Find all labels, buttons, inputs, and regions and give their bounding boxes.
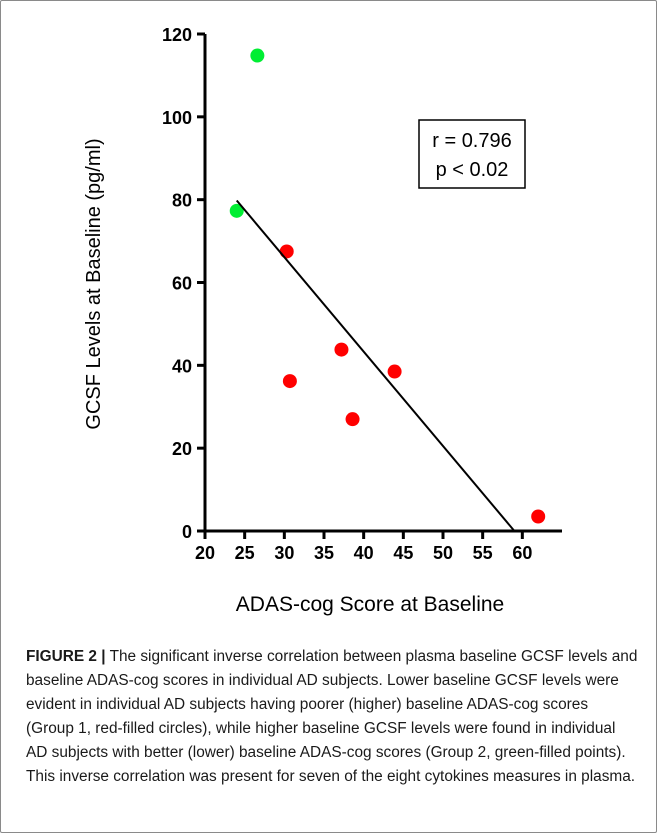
data-point (250, 48, 265, 63)
data-point (279, 244, 294, 259)
caption-lead: FIGURE 2 | (26, 648, 106, 665)
x-tick-label: 20 (195, 543, 215, 563)
x-tick-label: 35 (314, 543, 334, 563)
x-axis-label: ADAS-cog Score at Baseline (236, 593, 504, 616)
stats-p: p < 0.02 (436, 159, 509, 181)
y-tick-label: 60 (172, 274, 192, 294)
x-tick-label: 40 (354, 543, 374, 563)
data-point (334, 342, 349, 357)
x-tick-label: 60 (512, 543, 532, 563)
y-tick-label: 0 (182, 522, 192, 542)
data-point (229, 203, 244, 218)
figure-caption: FIGURE 2 | The significant inverse corre… (26, 645, 638, 789)
caption-text: The significant inverse correlation betw… (26, 648, 638, 785)
data-point (282, 374, 297, 389)
x-tick-label: 30 (274, 543, 294, 563)
y-tick-label: 20 (172, 439, 192, 459)
x-tick-label: 55 (473, 543, 493, 563)
stats-annotation: r = 0.796 p < 0.02 (418, 119, 526, 189)
stats-r: r = 0.796 (432, 130, 512, 152)
stats-box (418, 119, 526, 189)
y-tick-label: 120 (162, 25, 192, 45)
data-point (345, 412, 360, 427)
x-tick-label: 50 (433, 543, 453, 563)
y-axis-label: GCSF Levels at Baseline (pg/ml) (83, 138, 105, 429)
data-marks (229, 48, 546, 524)
data-point (531, 509, 546, 524)
y-tick-label: 40 (172, 356, 192, 376)
y-tick-label: 100 (162, 108, 192, 128)
x-tick-label: 45 (393, 543, 413, 563)
regression-line (235, 199, 516, 532)
y-tick-label: 80 (172, 191, 192, 211)
data-point (387, 364, 402, 379)
x-tick-label: 25 (235, 543, 255, 563)
